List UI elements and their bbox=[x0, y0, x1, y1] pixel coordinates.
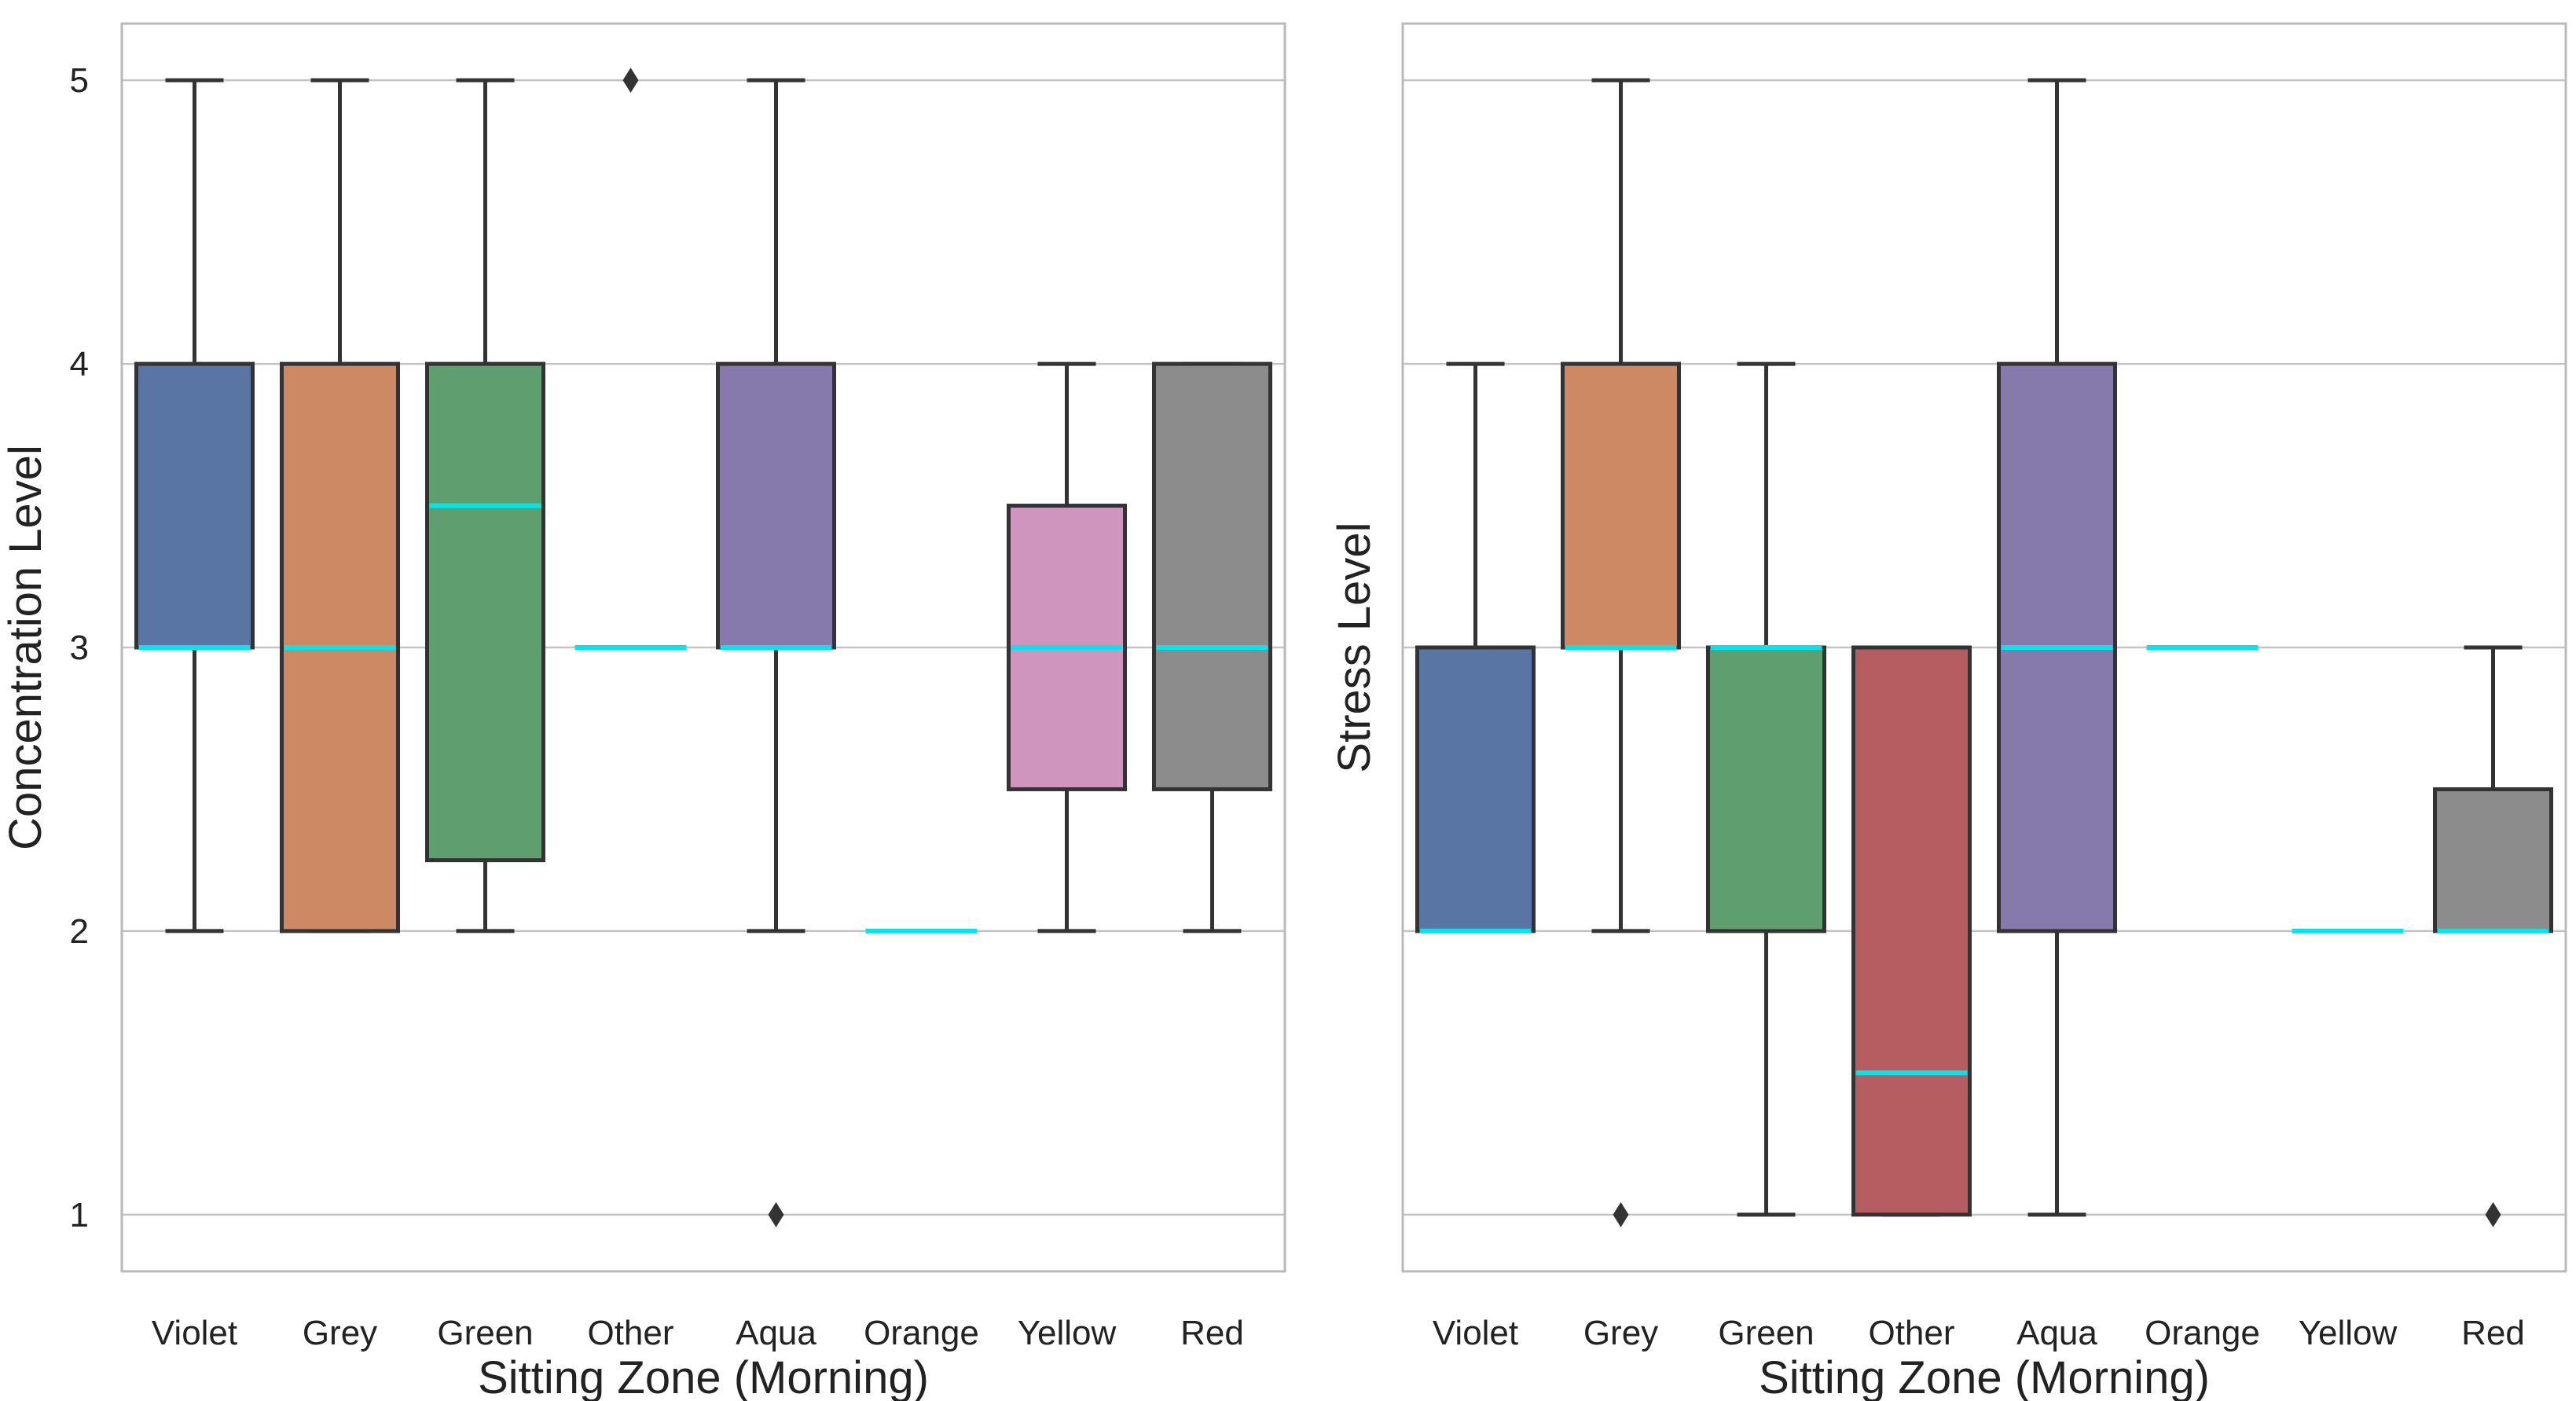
box-iqr bbox=[1152, 361, 1272, 791]
box-iqr bbox=[1561, 361, 1681, 650]
y-tick-label: 2 bbox=[70, 912, 89, 951]
outlier-point bbox=[768, 1201, 784, 1227]
x-tick-label: Grey bbox=[303, 1314, 377, 1352]
box-iqr bbox=[716, 361, 836, 650]
box-red bbox=[2433, 645, 2553, 1227]
x-tick-label: Yellow bbox=[2299, 1314, 2398, 1352]
x-tick-label: Violet bbox=[1433, 1314, 1518, 1352]
x-tick-label: Other bbox=[587, 1314, 673, 1352]
x-tick-label: Green bbox=[437, 1314, 533, 1352]
x-tick-label: Aqua bbox=[2016, 1314, 2097, 1352]
x-axis-label: Sitting Zone (Morning) bbox=[478, 1352, 929, 1401]
x-tick-label: Aqua bbox=[736, 1314, 816, 1352]
x-tick-label: Violet bbox=[152, 1314, 237, 1352]
x-tick-label: Green bbox=[1718, 1314, 1814, 1352]
box-iqr bbox=[1851, 645, 1972, 1217]
y-tick-label: 3 bbox=[70, 629, 89, 667]
box-grey bbox=[1561, 78, 1681, 1227]
box-red bbox=[1152, 361, 1272, 933]
box-grey bbox=[280, 78, 400, 933]
y-axis-label: Concentration Level bbox=[0, 445, 51, 850]
x-tick-label: Other bbox=[1868, 1314, 1954, 1352]
plot-frame bbox=[1401, 22, 2567, 1273]
box-iqr bbox=[425, 361, 545, 863]
x-tick-label: Orange bbox=[2145, 1314, 2260, 1352]
box-green bbox=[1706, 361, 1826, 1217]
x-tick-label: Red bbox=[2461, 1314, 2525, 1352]
box-violet bbox=[1415, 361, 1536, 933]
box-violet bbox=[134, 78, 255, 933]
y-tick-label: 4 bbox=[70, 345, 89, 383]
plot-frame bbox=[120, 22, 1286, 1273]
concentration-chart-panel: 1 2 3 4 5 Violet Grey Green Other Aqua Orange Yello… bbox=[0, 22, 1286, 1401]
x-tick-label: Yellow bbox=[1018, 1314, 1117, 1352]
x-tick-label: Grey bbox=[1583, 1314, 1658, 1352]
x-tick-label: Orange bbox=[864, 1314, 979, 1352]
box-other bbox=[1851, 645, 1972, 1217]
y-tick-label: 1 bbox=[70, 1196, 89, 1234]
x-axis-label: Sitting Zone (Morning) bbox=[1759, 1352, 2210, 1401]
box-yellow bbox=[1007, 361, 1127, 933]
outlier-point bbox=[2485, 1201, 2501, 1227]
box-aqua bbox=[716, 78, 836, 1227]
stress-chart-panel: Violet Grey Green Other Aqua Orange Yellow Red S… bbox=[1329, 22, 2567, 1401]
box-iqr bbox=[134, 361, 255, 650]
box-iqr bbox=[1706, 645, 1826, 933]
box-aqua bbox=[1997, 78, 2117, 1217]
box-green bbox=[425, 78, 545, 933]
box-iqr bbox=[2433, 787, 2553, 933]
x-tick-label: Red bbox=[1180, 1314, 1244, 1352]
y-tick-label: 5 bbox=[70, 61, 89, 100]
y-axis-label: Stress Level bbox=[1329, 522, 1380, 772]
box-other bbox=[574, 68, 687, 650]
outlier-point bbox=[1613, 1201, 1629, 1227]
box-iqr bbox=[1415, 645, 1536, 933]
outlier-point bbox=[622, 68, 639, 94]
